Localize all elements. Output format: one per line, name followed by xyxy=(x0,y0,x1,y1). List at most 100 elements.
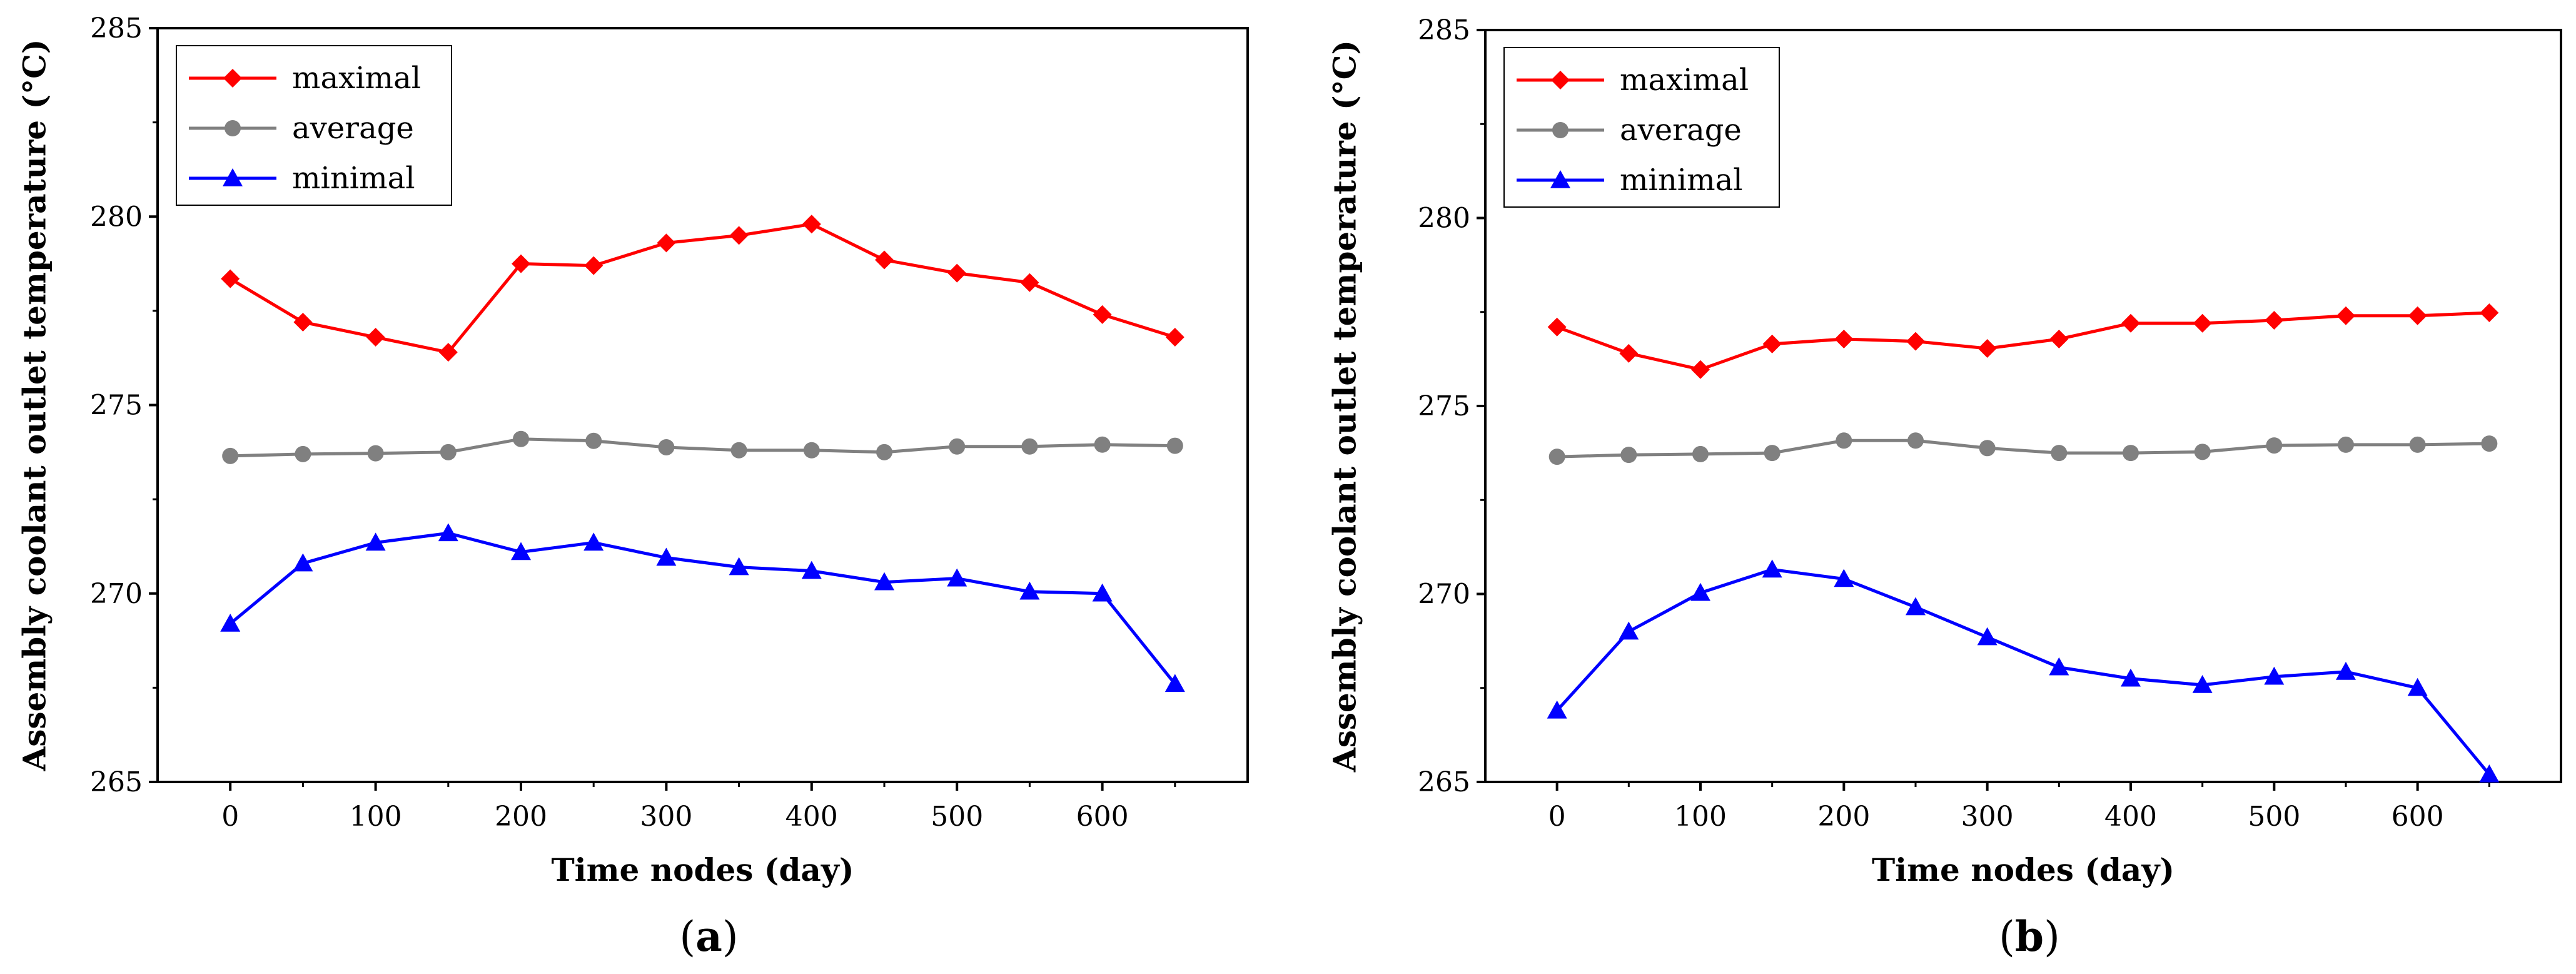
x-tick-label: 300 xyxy=(640,801,692,833)
data-point-minimal xyxy=(1164,674,1185,692)
data-point-minimal xyxy=(1977,627,1998,646)
y-tick-label: 285 xyxy=(90,13,143,44)
data-point-average xyxy=(513,430,529,447)
data-point-minimal xyxy=(1619,621,1639,640)
legend-marker-maximal xyxy=(1551,71,1570,89)
data-point-average xyxy=(222,447,239,464)
legend-label-minimal: minimal xyxy=(292,161,415,196)
x-tick-label: 500 xyxy=(2248,801,2300,833)
y-tick-label: 275 xyxy=(90,390,143,422)
data-point-maximal xyxy=(657,233,676,253)
data-point-maximal xyxy=(1020,273,1039,292)
y-tick-label: 270 xyxy=(1418,579,1470,611)
data-point-average xyxy=(2123,445,2139,462)
data-point-minimal xyxy=(438,523,458,542)
y-tick-label: 280 xyxy=(1418,203,1470,235)
data-point-average xyxy=(1620,447,1637,464)
data-point-average xyxy=(1907,432,1924,449)
data-point-minimal xyxy=(365,532,386,551)
legend-label-average: average xyxy=(1620,113,1742,148)
data-point-minimal xyxy=(2121,668,2141,687)
data-point-average xyxy=(295,445,311,462)
data-point-maximal xyxy=(1547,317,1567,337)
legend-label-maximal: maximal xyxy=(1620,63,1749,98)
data-point-maximal xyxy=(875,250,894,270)
data-point-maximal xyxy=(293,312,313,332)
data-point-minimal xyxy=(511,542,531,561)
caption-close-paren: ) xyxy=(722,913,739,961)
legend-marker-minimal xyxy=(1550,170,1570,188)
data-point-maximal xyxy=(221,269,240,288)
x-tick-label: 0 xyxy=(1548,801,1566,833)
data-point-average xyxy=(1166,437,1183,454)
series-line-minimal xyxy=(1555,567,2491,776)
data-point-minimal xyxy=(2264,666,2285,685)
data-point-average xyxy=(876,444,892,460)
legend-label-minimal: minimal xyxy=(1620,163,1743,198)
x-tick-label: 400 xyxy=(2104,801,2157,833)
data-point-minimal xyxy=(1762,559,1782,578)
data-point-average xyxy=(803,442,820,459)
data-point-minimal xyxy=(220,613,241,632)
data-point-maximal xyxy=(366,328,385,347)
data-point-average xyxy=(730,442,747,459)
data-point-maximal xyxy=(438,343,458,362)
y-tick-label: 285 xyxy=(1418,14,1470,46)
data-point-average xyxy=(367,445,384,462)
data-point-minimal xyxy=(947,568,967,587)
data-point-maximal xyxy=(2265,310,2284,330)
data-point-average xyxy=(658,439,675,455)
data-point-average xyxy=(1836,432,1852,449)
data-point-average xyxy=(1764,445,1780,462)
series-line-maximal xyxy=(1556,311,2490,372)
data-point-maximal xyxy=(1165,328,1184,347)
data-point-maximal xyxy=(2408,306,2427,325)
x-axis-title: Time nodes (day) xyxy=(551,851,854,888)
data-point-maximal xyxy=(802,215,821,234)
chart-panel-a: 0 100 200 300 400 500 600 265 270 275 280 285 Time n… xyxy=(16,13,1249,961)
data-point-maximal xyxy=(512,254,530,273)
x-tick-label: 400 xyxy=(785,801,838,833)
data-point-average xyxy=(1021,438,1038,455)
data-point-average xyxy=(949,438,966,455)
data-point-minimal xyxy=(1547,700,1567,719)
data-point-average xyxy=(1979,440,1996,457)
data-point-maximal xyxy=(947,263,967,283)
data-point-minimal xyxy=(2407,677,2428,696)
data-point-maximal xyxy=(1834,330,1854,349)
legend-marker-average xyxy=(1552,122,1568,138)
x-tick-label: 300 xyxy=(1961,801,2014,833)
data-point-average xyxy=(2481,435,2498,452)
data-point-average xyxy=(2409,436,2426,453)
x-tick-label: 500 xyxy=(931,801,983,833)
caption-open-paren: ( xyxy=(679,913,695,961)
y-tick-label: 265 xyxy=(90,766,143,798)
legend-marker-average xyxy=(225,120,241,136)
x-tick-label: 600 xyxy=(1076,801,1129,833)
data-point-minimal xyxy=(293,553,313,572)
x-axis-title: Time nodes (day) xyxy=(1872,851,2174,888)
data-point-average xyxy=(2051,445,2068,462)
caption-panel-label: a xyxy=(695,912,722,961)
series-line-minimal xyxy=(229,531,1176,685)
x-tick-label: 200 xyxy=(495,801,547,833)
data-point-minimal xyxy=(1834,569,1854,587)
caption-open-paren: ( xyxy=(1999,913,2015,961)
data-point-maximal xyxy=(1093,305,1112,324)
panel-caption: (a) xyxy=(679,912,738,961)
data-point-maximal xyxy=(2480,303,2499,322)
data-point-maximal xyxy=(1762,334,1782,353)
y-axis-title: Assembly coolant outlet temperature (°C) xyxy=(16,39,53,771)
data-point-maximal xyxy=(729,226,749,245)
data-point-maximal xyxy=(2121,313,2140,333)
data-point-average xyxy=(2338,436,2354,453)
data-point-minimal xyxy=(2479,764,2500,783)
data-point-average xyxy=(2194,444,2211,460)
y-tick-label: 280 xyxy=(90,201,143,233)
y-axis-title: Assembly coolant outlet temperature (°C) xyxy=(1326,40,1363,773)
data-point-minimal xyxy=(801,561,822,579)
series-line-average xyxy=(1557,439,2490,459)
data-point-minimal xyxy=(729,557,749,576)
chart-panel-b: 0 100 200 300 400 500 600 265 270 275 280 285 Time n… xyxy=(1326,14,2562,961)
y-tick-label: 265 xyxy=(1418,766,1470,798)
